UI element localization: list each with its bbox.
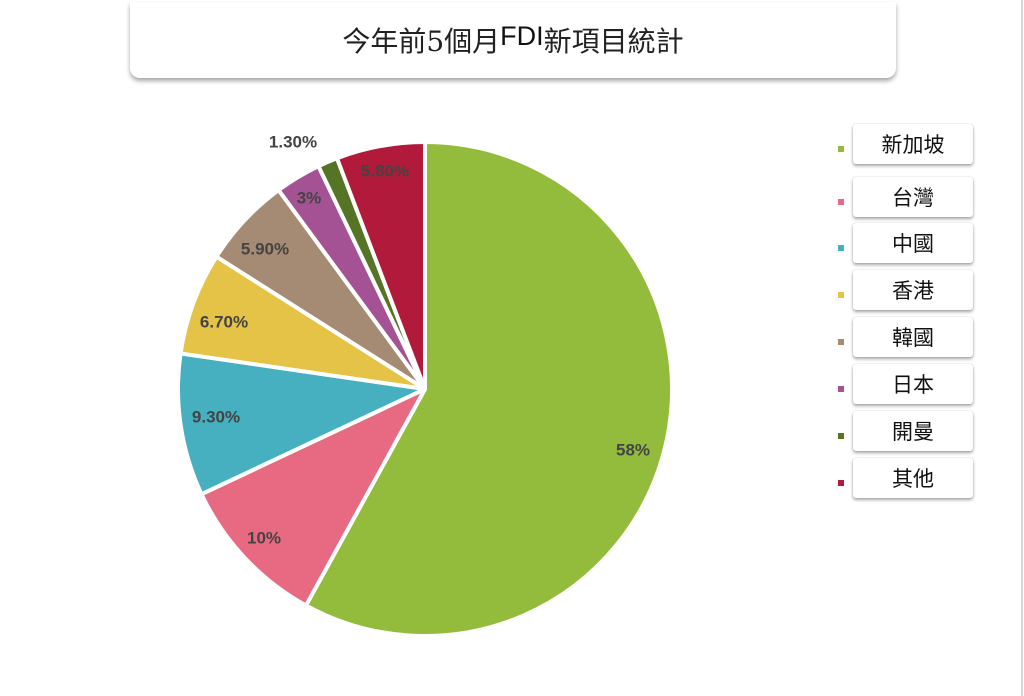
legend-label: 開曼 — [853, 411, 973, 451]
pie-slice-china[interactable] — [176, 351, 427, 497]
legend-label: 韓國 — [853, 317, 973, 357]
legend-marker-icon — [838, 245, 844, 251]
legend-item-cayman[interactable]: 開曼 — [834, 411, 976, 451]
legend-marker-icon — [838, 292, 844, 298]
pie-slice-others[interactable] — [334, 140, 427, 391]
slice-label-singapore: 58% — [616, 440, 650, 459]
legend-item-singapore[interactable]: 新加坡 — [834, 124, 976, 164]
legend-item-others[interactable]: 其他 — [834, 458, 976, 498]
legend-item-korea[interactable]: 韓國 — [834, 317, 976, 357]
legend-item-taiwan[interactable]: 台灣 — [834, 177, 976, 217]
legend-label: 中國 — [853, 223, 973, 263]
pie-slice-singapore[interactable] — [304, 140, 674, 638]
legend-item-hongkong[interactable]: 香港 — [834, 270, 976, 310]
legend-marker-icon — [838, 339, 844, 345]
legend-marker-icon — [838, 386, 844, 392]
slice-label-taiwan: 10% — [247, 528, 281, 547]
slice-label-japan: 3% — [297, 188, 322, 207]
right-edge-line — [1021, 0, 1023, 696]
chart-title-box: 今年前5個月FDI新項目統計 — [130, 2, 896, 78]
title-fdi: FDI — [500, 21, 544, 51]
legend-item-japan[interactable]: 日本 — [834, 364, 976, 404]
slice-label-china: 9.30% — [192, 407, 240, 426]
legend-label: 香港 — [853, 270, 973, 310]
legend-label: 其他 — [853, 458, 973, 498]
legend-label: 日本 — [853, 364, 973, 404]
legend-marker-icon — [838, 199, 844, 205]
legend-marker-icon — [838, 146, 844, 152]
legend-item-china[interactable]: 中國 — [834, 223, 976, 263]
title-prefix: 今年前5個月 — [342, 25, 501, 58]
legend-marker-icon — [838, 433, 844, 439]
legend-label: 新加坡 — [853, 124, 973, 164]
legend-label: 台灣 — [853, 177, 973, 217]
pie-slices — [176, 140, 674, 638]
legend-marker-icon — [838, 480, 844, 486]
slice-label-hongkong: 6.70% — [200, 312, 248, 331]
slice-label-cayman: 1.30% — [269, 132, 317, 151]
pie-slice-taiwan[interactable] — [199, 387, 427, 608]
slice-label-korea: 5.90% — [241, 239, 289, 258]
slice-label-others: 5.80% — [361, 161, 409, 180]
pie-labels: 58% 10% 9.30% 6.70% 5.90% 3% 1.30% 5.80% — [192, 132, 650, 547]
chart-title: 今年前5個月FDI新項目統計 — [342, 20, 683, 60]
title-suffix: 新項目統計 — [543, 25, 684, 58]
